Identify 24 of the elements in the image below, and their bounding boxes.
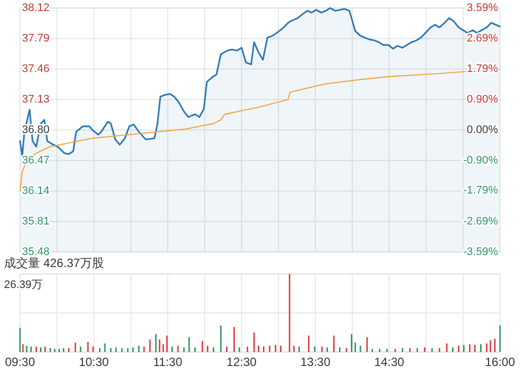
y2-tick-label: -0.90% xyxy=(463,154,498,166)
y2-tick-label: -1.79% xyxy=(463,184,498,197)
x-tick-label: 14:30 xyxy=(374,355,405,369)
x-tick-label: 10:30 xyxy=(78,355,110,369)
y2-tick-label: 0.00% xyxy=(466,124,498,136)
x-tick-label: 13:30 xyxy=(300,355,331,369)
y2-tick-label: -2.69% xyxy=(463,215,498,228)
x-tick-label: 11:30 xyxy=(153,355,183,369)
y-tick-label: 35.81 xyxy=(22,215,50,228)
y-tick-label: 36.14 xyxy=(22,184,50,197)
y-tick-label: 37.79 xyxy=(22,32,50,44)
y2-tick-label: 2.69% xyxy=(466,32,498,44)
y-tick-label: 35.48 xyxy=(22,246,50,258)
y2-tick-label: 3.59% xyxy=(466,2,498,14)
y-tick-label: 37.13 xyxy=(22,93,50,106)
x-tick-label: 16:00 xyxy=(484,355,516,369)
y-tick-label: 37.46 xyxy=(22,62,50,75)
y-tick-label: 38.12 xyxy=(22,2,50,14)
annotation: 26.39万 xyxy=(4,279,43,291)
x-tick-label: 09:30 xyxy=(4,355,36,369)
y2-tick-label: -3.59% xyxy=(463,246,498,258)
y2-tick-label: 0.90% xyxy=(466,93,498,106)
chart-title: 成交量 426.37万股 xyxy=(4,256,104,270)
x-tick-label: 12:30 xyxy=(226,355,257,369)
